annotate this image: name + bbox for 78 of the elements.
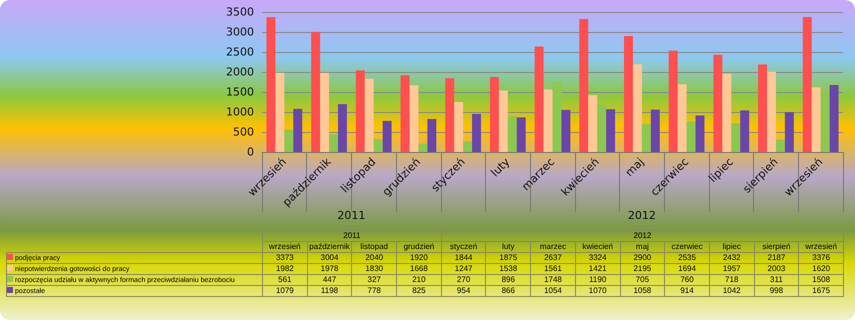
category-label: luty bbox=[502, 242, 515, 251]
data-label: 1561 bbox=[530, 264, 576, 274]
data-label: 1247 bbox=[441, 264, 486, 274]
y-tick-label: 2500 bbox=[226, 46, 254, 58]
data-label: 3376 bbox=[798, 252, 844, 264]
data-label: 447 bbox=[307, 274, 352, 286]
category-label: styczeń bbox=[450, 242, 478, 251]
data-label: 825 bbox=[396, 286, 442, 296]
data-label: 1694 bbox=[664, 264, 710, 274]
data-label: 2535 bbox=[664, 252, 710, 264]
data-label: 778 bbox=[352, 286, 397, 296]
data-label: 2040 bbox=[352, 252, 397, 264]
category-label: wrzesień bbox=[805, 242, 837, 251]
data-label: 2187 bbox=[754, 252, 799, 264]
data-label: 1844 bbox=[441, 252, 486, 264]
y-tick-label: 3000 bbox=[226, 26, 254, 38]
text: 2011 bbox=[343, 231, 360, 240]
data-label: 705 bbox=[620, 274, 665, 286]
category-label: październik bbox=[309, 242, 350, 251]
data-label: 718 bbox=[709, 274, 754, 286]
data-label: 1538 bbox=[486, 264, 531, 274]
data-label: 1668 bbox=[396, 264, 442, 274]
y-tick-label: 0 bbox=[247, 146, 254, 158]
data-label: 2195 bbox=[620, 264, 665, 274]
data-label: 1982 bbox=[262, 264, 308, 274]
data-label: 1748 bbox=[530, 274, 576, 286]
data-label: 998 bbox=[754, 286, 799, 296]
text: 2012 bbox=[628, 209, 656, 222]
y-tick-label: 500 bbox=[233, 126, 254, 138]
y-tick-label: 1500 bbox=[226, 86, 254, 98]
category-label: wrzesień bbox=[269, 242, 301, 251]
data-label: 914 bbox=[664, 286, 710, 296]
data-label: 954 bbox=[441, 286, 486, 296]
data-label: 1079 bbox=[262, 286, 308, 296]
data-label: 1198 bbox=[307, 286, 352, 296]
data-label: 2900 bbox=[620, 252, 665, 264]
x-tick-label: luty bbox=[488, 155, 513, 180]
category-label: czerwiec bbox=[671, 242, 703, 251]
category-label: kwiecień bbox=[582, 242, 614, 251]
data-label: 1054 bbox=[530, 286, 576, 296]
text: 2011 bbox=[337, 209, 366, 222]
data-label: 1830 bbox=[352, 264, 397, 274]
category-label: grudzień bbox=[404, 242, 434, 251]
data-label: 1508 bbox=[798, 274, 844, 286]
y-tick-label: 2000 bbox=[226, 66, 254, 78]
data-label: 1620 bbox=[798, 264, 844, 274]
data-label: 1957 bbox=[709, 264, 754, 274]
data-label: 1675 bbox=[798, 286, 844, 296]
data-label: 2432 bbox=[709, 252, 754, 264]
data-label: 1421 bbox=[575, 264, 620, 274]
category-label: marzec bbox=[540, 242, 566, 251]
data-label: 210 bbox=[396, 274, 442, 286]
data-label: 311 bbox=[754, 274, 799, 286]
y-tick-label: 1000 bbox=[226, 106, 254, 118]
data-label: 1875 bbox=[486, 252, 531, 264]
data-label: 760 bbox=[664, 274, 710, 286]
data-label: 2637 bbox=[530, 252, 576, 264]
data-label: 1920 bbox=[396, 252, 442, 264]
text: 2012 bbox=[634, 231, 652, 240]
data-label: 1190 bbox=[575, 274, 620, 286]
data-label: 270 bbox=[441, 274, 486, 286]
category-label: sierpień bbox=[762, 242, 790, 251]
data-label: 1978 bbox=[307, 264, 352, 274]
category-label: lipiec bbox=[722, 242, 741, 251]
data-label: 3373 bbox=[262, 252, 308, 264]
data-label: 2003 bbox=[754, 264, 799, 274]
data-label: 1070 bbox=[575, 286, 620, 296]
category-label: maj bbox=[636, 242, 649, 251]
data-label: 1058 bbox=[620, 286, 665, 296]
data-label: 3324 bbox=[575, 252, 620, 264]
data-label: 561 bbox=[262, 274, 308, 286]
data-label: 1042 bbox=[709, 286, 754, 296]
data-label: 866 bbox=[486, 286, 531, 296]
y-tick-label: 3500 bbox=[226, 6, 254, 18]
category-label: listopad bbox=[360, 242, 388, 251]
data-label: 3004 bbox=[307, 252, 352, 264]
data-label: 327 bbox=[352, 274, 397, 286]
data-label: 896 bbox=[486, 274, 531, 286]
